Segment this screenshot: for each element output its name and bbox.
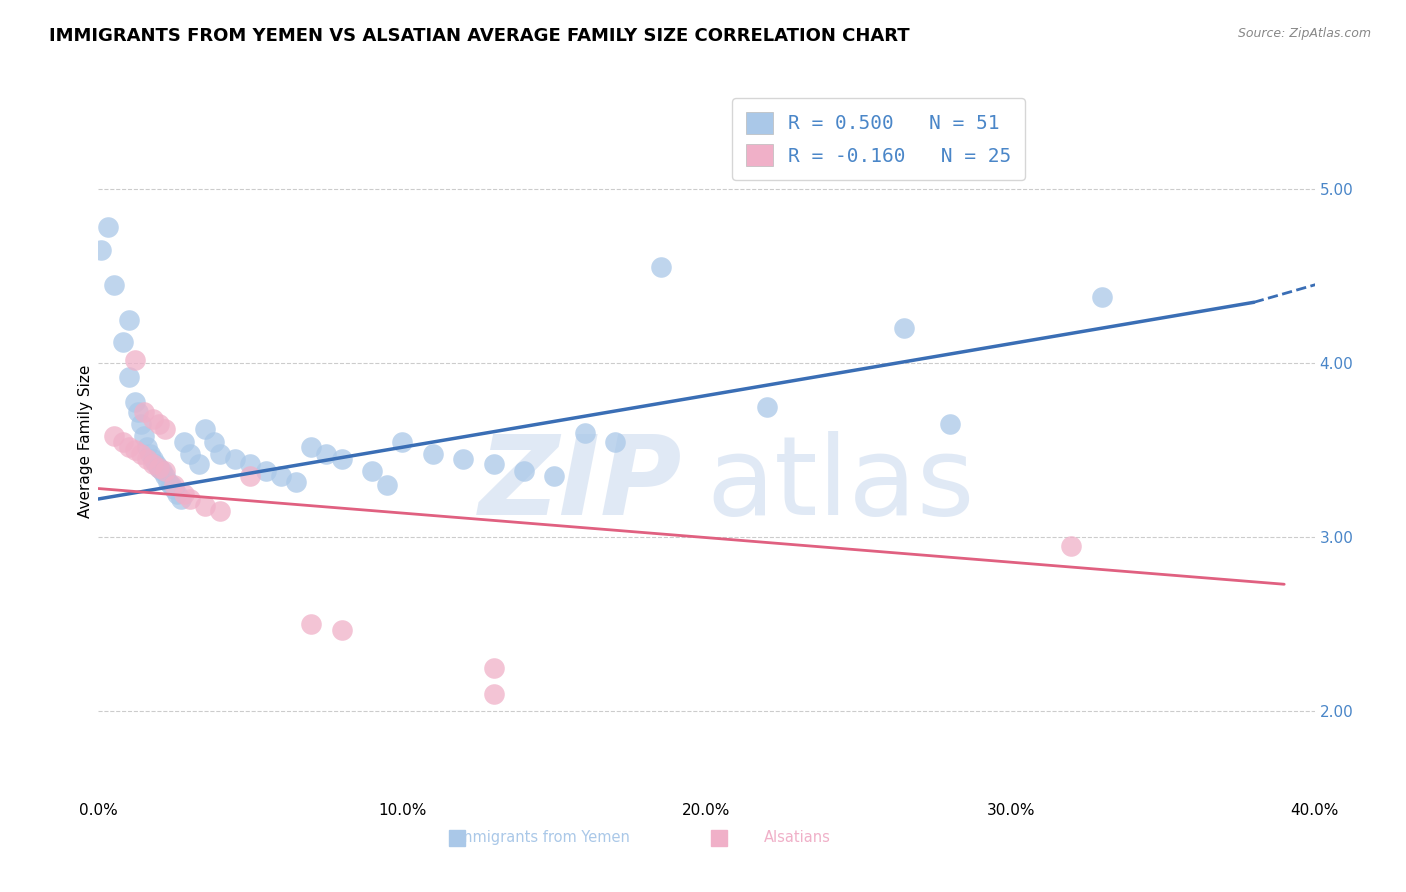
Point <box>299 617 322 632</box>
Text: IMMIGRANTS FROM YEMEN VS ALSATIAN AVERAGE FAMILY SIZE CORRELATION CHART: IMMIGRANTS FROM YEMEN VS ALSATIAN AVERAG… <box>49 27 910 45</box>
Point <box>330 452 353 467</box>
Point <box>145 457 167 471</box>
Point <box>422 447 444 461</box>
Point <box>1091 290 1114 304</box>
Text: atlas: atlas <box>707 431 974 538</box>
Point <box>194 422 217 436</box>
Point <box>136 440 159 454</box>
Point <box>166 487 188 501</box>
Point <box>605 434 627 449</box>
Point <box>148 460 170 475</box>
Point <box>111 434 134 449</box>
Point <box>756 400 779 414</box>
Point <box>142 457 165 471</box>
Point <box>543 469 565 483</box>
Point <box>118 312 141 326</box>
Point <box>118 440 141 454</box>
Text: ZIP: ZIP <box>478 431 682 538</box>
Point <box>239 469 262 483</box>
Point <box>285 475 308 489</box>
Point <box>124 352 146 367</box>
Point <box>136 452 159 467</box>
Point <box>482 687 505 701</box>
Point <box>315 447 337 461</box>
Point <box>650 260 672 275</box>
Point <box>150 464 173 478</box>
Point <box>391 434 413 449</box>
Point <box>939 417 962 431</box>
Point <box>330 623 353 637</box>
Point <box>103 429 125 443</box>
Point <box>482 661 505 675</box>
Point <box>157 475 180 489</box>
Point <box>513 464 536 478</box>
Y-axis label: Average Family Size: Average Family Size <box>77 365 93 518</box>
Point <box>239 457 262 471</box>
Point <box>103 277 125 292</box>
Point <box>96 220 118 235</box>
Point <box>574 425 596 440</box>
Point <box>148 417 170 431</box>
Point <box>173 487 195 501</box>
Point <box>482 457 505 471</box>
Point <box>127 405 149 419</box>
Point <box>129 417 152 431</box>
Point <box>129 447 152 461</box>
Text: Alsatians: Alsatians <box>765 830 831 845</box>
Point <box>139 447 162 461</box>
Point <box>209 504 232 518</box>
Legend: R = 0.500   N = 51, R = -0.160   N = 25: R = 0.500 N = 51, R = -0.160 N = 25 <box>733 98 1025 180</box>
Point <box>375 478 398 492</box>
Point <box>270 469 292 483</box>
Point <box>132 405 155 419</box>
Point <box>179 491 201 506</box>
Point <box>893 321 915 335</box>
Point <box>179 447 201 461</box>
Point <box>1060 539 1083 553</box>
Point <box>453 452 475 467</box>
Point <box>202 434 225 449</box>
Point <box>163 482 186 496</box>
Point <box>124 394 146 409</box>
Point <box>90 243 112 257</box>
Point <box>148 460 170 475</box>
Point <box>254 464 277 478</box>
Point <box>155 422 177 436</box>
Point <box>155 469 177 483</box>
Point <box>132 429 155 443</box>
Point <box>187 457 209 471</box>
Point <box>142 452 165 467</box>
Point <box>169 491 191 506</box>
Point <box>160 478 183 492</box>
Point <box>163 478 186 492</box>
Point <box>209 447 232 461</box>
Point <box>155 464 177 478</box>
Point <box>299 440 322 454</box>
Point <box>142 412 165 426</box>
Text: Immigrants from Yemen: Immigrants from Yemen <box>454 830 630 845</box>
Point <box>124 443 146 458</box>
Point <box>361 464 384 478</box>
Point <box>118 370 141 384</box>
Point <box>111 335 134 350</box>
Point <box>194 499 217 513</box>
Text: Source: ZipAtlas.com: Source: ZipAtlas.com <box>1237 27 1371 40</box>
Point <box>224 452 246 467</box>
Point <box>173 434 195 449</box>
